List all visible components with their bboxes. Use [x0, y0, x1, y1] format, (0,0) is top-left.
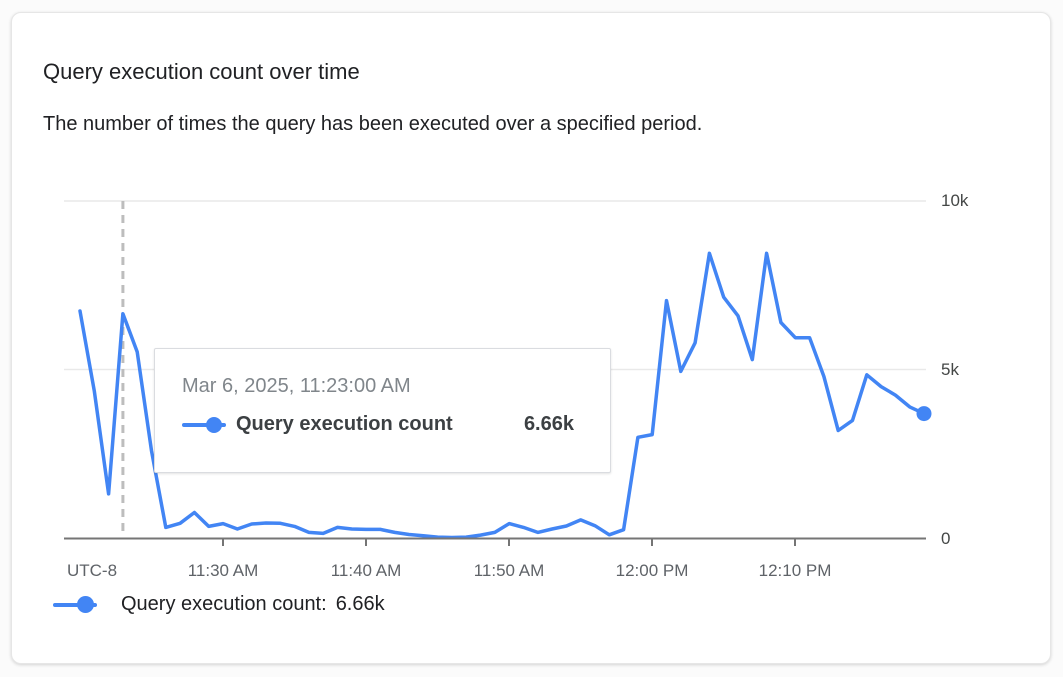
x-axis-utc-label: UTC-8: [66, 561, 118, 580]
series-layer: [78, 201, 926, 540]
y-tick-label-0: 0: [941, 528, 951, 548]
series-line: [78, 251, 926, 540]
series-line-dot-icon: [182, 416, 226, 433]
tooltip-series-label: Query execution count: [236, 413, 453, 435]
tooltip-series-value: 6.66k: [523, 413, 574, 435]
y-tick-label-5k: 5k: [941, 359, 959, 379]
tooltip-series-row: Query execution count 6.66k: [182, 413, 574, 436]
legend-line-dot-icon: [53, 596, 97, 613]
chart-tooltip: Mar 6, 2025, 11:23:00 AM Query execution…: [154, 348, 611, 473]
legend-label: Query execution count:: [121, 593, 327, 615]
x-tick-label-1130: 11:30 AM: [187, 561, 259, 580]
page-subtitle: The number of times the query has been e…: [43, 113, 703, 135]
series-endpoint-dot: [916, 406, 932, 422]
dot-layer: [916, 406, 932, 422]
legend-item-query-execution-count[interactable]: Query execution count: 6.66k: [53, 593, 385, 616]
page-title: Query execution count over time: [43, 59, 360, 84]
x-tick-label-1150: 11:50 AM: [473, 561, 545, 580]
y-tick-label-10k: 10k: [941, 191, 969, 210]
x-tick-label-1200: 12:00 PM: [615, 561, 689, 580]
x-tick-label-1140: 11:40 AM: [330, 561, 402, 580]
x-tick-label-1210: 12:10 PM: [758, 561, 832, 580]
tooltip-timestamp: Mar 6, 2025, 11:23:00 AM: [182, 375, 411, 397]
chart-card: Query execution count over time The numb…: [11, 12, 1051, 664]
legend-value: 6.66k: [335, 593, 385, 615]
